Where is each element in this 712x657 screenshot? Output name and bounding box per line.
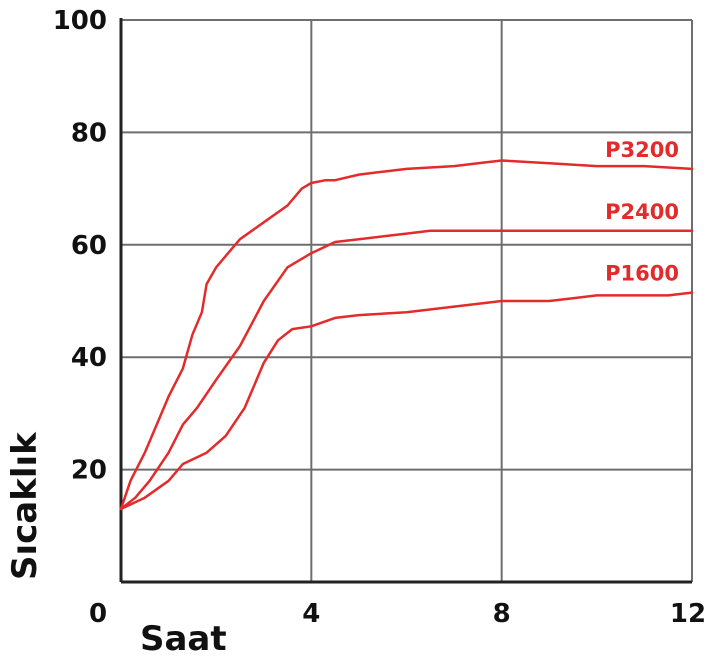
x-tick-label: 8	[493, 599, 511, 629]
grid	[121, 19, 693, 582]
x-tick-label: 4	[302, 599, 320, 629]
y-tick-label: 100	[53, 6, 107, 36]
x-tick-label: 0	[89, 599, 107, 629]
x-axis-title: Saat	[140, 619, 227, 657]
y-tick-label: 20	[71, 456, 107, 486]
series-line-p2400	[119, 229, 694, 511]
series-labels: P3200 P2400 P1600	[605, 138, 679, 286]
x-tick-label: 12	[670, 599, 706, 629]
y-tick-label: 60	[71, 231, 107, 261]
y-tick-label: 80	[71, 118, 107, 148]
tick-labels: 20 40 60 80 100 0 4 8 12	[53, 6, 706, 629]
y-tick-label: 40	[71, 343, 107, 373]
series-label-p1600: P1600	[605, 262, 679, 286]
y-axis-title: Sıcaklık	[5, 431, 45, 580]
series-label-p3200: P3200	[605, 138, 679, 162]
series-lines	[119, 159, 694, 511]
axes	[119, 18, 692, 584]
series-line-p1600	[119, 291, 694, 511]
series-line-p3200	[119, 159, 694, 511]
series-label-p2400: P2400	[605, 200, 679, 224]
